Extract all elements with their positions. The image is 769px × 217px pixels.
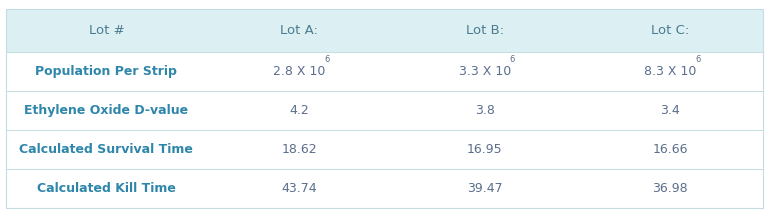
Text: 6: 6 (325, 55, 330, 64)
Text: 36.98: 36.98 (652, 182, 688, 195)
Text: 18.62: 18.62 (281, 143, 317, 156)
Bar (6, 52, 763, 91)
Text: 39.47: 39.47 (467, 182, 503, 195)
Text: 3.3 X 10: 3.3 X 10 (458, 65, 511, 78)
Text: Lot A:: Lot A: (281, 24, 318, 37)
Text: 2.8 X 10: 2.8 X 10 (273, 65, 325, 78)
Text: Lot #: Lot # (88, 24, 125, 37)
Text: Calculated Survival Time: Calculated Survival Time (19, 143, 193, 156)
Text: 8.3 X 10: 8.3 X 10 (644, 65, 697, 78)
Bar (6, 91, 763, 130)
Text: 6: 6 (510, 55, 515, 64)
Text: Calculated Kill Time: Calculated Kill Time (37, 182, 176, 195)
Text: 16.95: 16.95 (467, 143, 503, 156)
Text: Lot B:: Lot B: (466, 24, 504, 37)
Text: 4.2: 4.2 (289, 104, 309, 117)
Text: Population Per Strip: Population Per Strip (35, 65, 178, 78)
Text: Ethylene Oxide D-value: Ethylene Oxide D-value (25, 104, 188, 117)
Text: 16.66: 16.66 (652, 143, 688, 156)
Text: Lot C:: Lot C: (651, 24, 689, 37)
Bar (6, 9, 763, 52)
Bar (6, 169, 763, 208)
Text: 3.4: 3.4 (661, 104, 680, 117)
Text: 43.74: 43.74 (281, 182, 317, 195)
Text: 3.8: 3.8 (474, 104, 494, 117)
Text: 6: 6 (695, 55, 701, 64)
Bar (6, 130, 763, 169)
